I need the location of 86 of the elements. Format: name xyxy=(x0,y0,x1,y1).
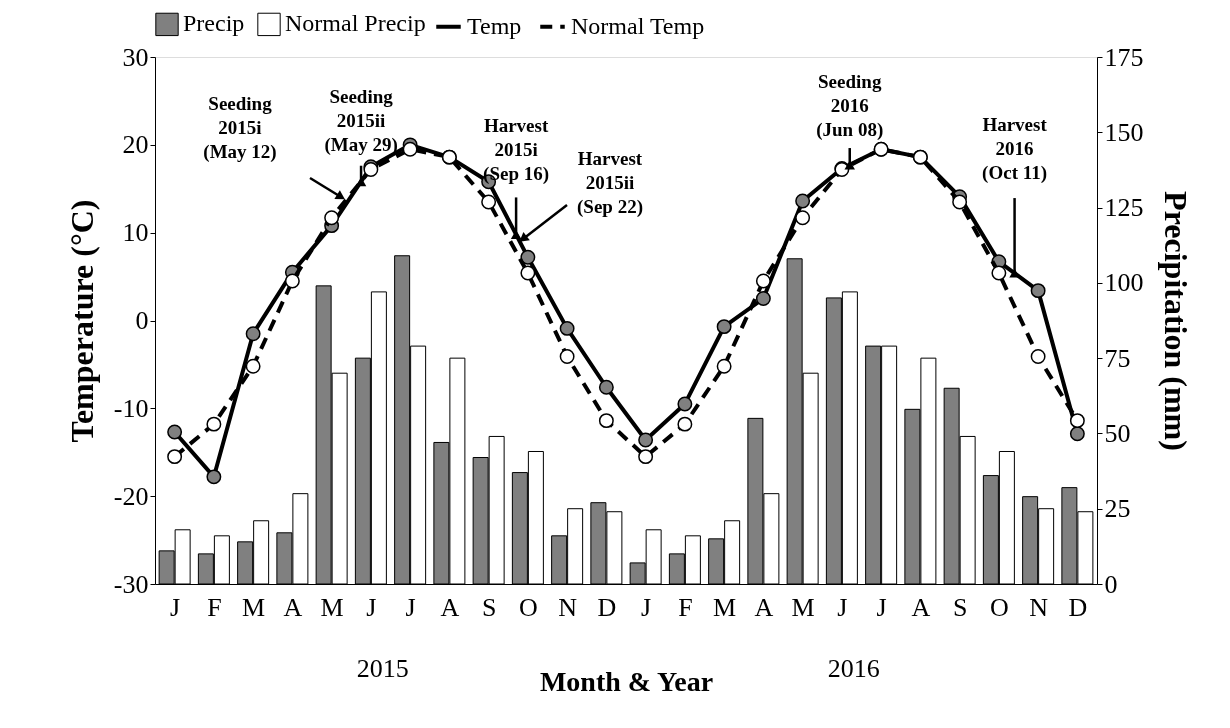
point xyxy=(755,273,771,289)
y-tick-label: 20 xyxy=(122,130,149,160)
point xyxy=(952,194,968,210)
x-tick-label: A xyxy=(440,592,460,622)
y2-axis-title: Precipitation (mm) xyxy=(1157,191,1194,451)
x-tick-label: S xyxy=(481,592,497,622)
y-tick-label: -30 xyxy=(113,569,149,599)
x-tick-label: J xyxy=(366,592,377,622)
x-tick-label: D xyxy=(597,592,617,622)
x-tick-label: A xyxy=(283,592,303,622)
point xyxy=(520,265,536,281)
y2-tick-label: 150 xyxy=(1104,117,1144,147)
point xyxy=(677,416,693,432)
y-tick-label: -20 xyxy=(113,481,149,511)
x-tick-label: N xyxy=(1029,592,1049,622)
point xyxy=(1030,349,1046,364)
y-tick-label: -10 xyxy=(113,393,149,423)
text: 2015 xyxy=(356,654,409,683)
y2-tick-label: 125 xyxy=(1104,193,1144,223)
point xyxy=(638,449,654,465)
point xyxy=(245,358,261,374)
y2-tick-label: 50 xyxy=(1104,418,1131,448)
point xyxy=(245,326,261,342)
legend-label: Normal Temp xyxy=(571,12,705,39)
annotation: Seeding 2015i (May 12) xyxy=(203,93,277,163)
point xyxy=(677,396,693,412)
annotation: Harvest 2016 (Oct 11) xyxy=(982,114,1048,185)
x-tick-label: M xyxy=(791,592,815,622)
y2-tick-label: 0 xyxy=(1104,569,1118,599)
y-tick-label: 10 xyxy=(122,218,149,248)
point xyxy=(755,291,771,306)
annotation: Harvest 2015i (Sep 16) xyxy=(483,115,550,186)
annotation: Seeding 2015ii (May 29) xyxy=(324,85,398,156)
point xyxy=(795,193,811,209)
point xyxy=(795,210,811,226)
point xyxy=(167,424,183,440)
y2-tick-label: 75 xyxy=(1104,343,1131,373)
point xyxy=(402,141,418,157)
legend-label: Normal Precip xyxy=(285,10,426,37)
y-tick-label: 30 xyxy=(122,42,149,72)
x-tick-label: M xyxy=(713,592,737,622)
point xyxy=(638,432,654,448)
point xyxy=(520,249,536,265)
y-axis-title: Temperature (°C) xyxy=(63,199,100,443)
point xyxy=(1030,283,1046,299)
x-axis-title: Month & Year xyxy=(539,665,714,697)
x-tick-label: M xyxy=(320,592,344,622)
x-tick-label: A xyxy=(911,592,931,622)
x-tick-label: O xyxy=(989,592,1009,622)
x-tick-label: S xyxy=(952,592,968,622)
point xyxy=(598,379,614,395)
point xyxy=(716,319,732,335)
x-tick-label: M xyxy=(242,592,266,622)
x-tick-label: O xyxy=(518,592,538,622)
point xyxy=(716,358,732,374)
x-tick-label: J xyxy=(876,592,887,622)
point xyxy=(206,416,222,432)
x-tick-label: F xyxy=(207,592,222,622)
point xyxy=(324,210,340,226)
point xyxy=(167,449,183,465)
point xyxy=(284,273,300,289)
x-tick-label: J xyxy=(641,592,652,622)
point xyxy=(598,413,614,429)
x-tick-label: J xyxy=(170,592,181,622)
x-tick-label: D xyxy=(1068,592,1088,622)
annotation: Seeding 2016 (Jun 08) xyxy=(816,71,884,142)
point xyxy=(481,194,497,210)
x-tick-label: F xyxy=(678,592,693,622)
point xyxy=(1069,426,1085,442)
point xyxy=(559,349,575,364)
x-tick-label: N xyxy=(558,592,578,622)
x-tick-label: A xyxy=(754,592,774,622)
point xyxy=(1069,413,1085,429)
point xyxy=(991,265,1007,281)
legend-label: Temp xyxy=(467,12,522,39)
annotation: Harvest 2015ii (Sep 22) xyxy=(577,148,643,218)
x-tick-label: J xyxy=(837,592,848,622)
y2-tick-label: 100 xyxy=(1104,268,1144,298)
legend-label: Precip xyxy=(183,10,245,37)
point xyxy=(559,320,575,336)
y2-tick-label: 175 xyxy=(1104,42,1144,72)
text: 2016 xyxy=(827,654,880,683)
y-tick-label: 0 xyxy=(135,306,149,335)
y2-tick-label: 25 xyxy=(1104,494,1131,524)
x-tick-label: J xyxy=(405,592,416,622)
point xyxy=(206,469,222,485)
